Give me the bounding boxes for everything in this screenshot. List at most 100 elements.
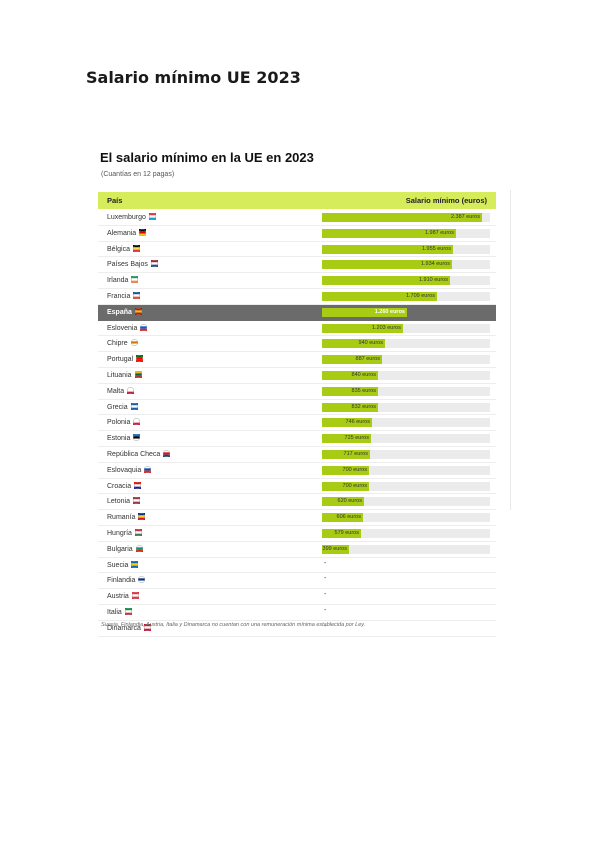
value-label: 1.910 euros: [418, 277, 448, 284]
bar-track: 700 euros: [322, 465, 490, 475]
country-label: Bélgica: [107, 244, 140, 253]
bar-track: 1.910 euros: [322, 276, 490, 286]
country-name: República Checa: [107, 450, 161, 458]
value-bar: [322, 355, 382, 365]
country-label: Irlanda: [107, 276, 139, 285]
country-label: Austria: [107, 592, 139, 600]
no-value-label: -: [324, 622, 327, 630]
table-row: Grecia 832 euros: [98, 400, 496, 416]
country-label: Bulgaria: [107, 544, 143, 553]
value-bar: [322, 276, 450, 286]
value-label: 1.709 euros: [405, 292, 435, 299]
table-row: Italia -: [98, 605, 496, 621]
table-row: Eslovaquia 700 euros: [98, 463, 496, 479]
cy-flag-icon: [130, 339, 138, 347]
hr-flag-icon: [134, 481, 142, 489]
lt-flag-icon: [134, 370, 142, 378]
country-name: Dinamarca: [107, 624, 141, 632]
bar-track: 717 euros: [322, 449, 490, 459]
bar-track: 835 euros: [322, 386, 490, 396]
value-bar: [322, 307, 407, 317]
bar-track: 1.203 euros: [322, 323, 490, 333]
value-label: 1.203 euros: [371, 324, 401, 331]
sk-flag-icon: [144, 465, 152, 473]
value-label: 399 euros: [322, 545, 347, 552]
table-row: Eslovenia 1.203 euros: [98, 321, 496, 337]
table-row: Austria -: [98, 589, 496, 605]
table-row: Dinamarca -: [98, 621, 496, 637]
bar-track: 1.987 euros: [322, 228, 490, 238]
country-name: Luxemburgo: [107, 214, 146, 221]
bar-track: 1.260 euros: [322, 307, 490, 317]
country-label: Luxemburgo: [107, 213, 156, 221]
table-rows: Luxemburgo 2.387 euros Alemania 1.987 euros…: [98, 210, 496, 637]
table-row: Malta 835 euros: [98, 384, 496, 400]
chart-subtitle: (Cuantías en 12 pagas): [101, 171, 175, 178]
value-bar: [322, 244, 453, 254]
country-name: España: [107, 308, 132, 316]
header-value: Salario mínimo (euros): [405, 196, 487, 205]
country-name: Finlandia: [107, 577, 136, 585]
table-row: Luxemburgo 2.387 euros: [98, 210, 496, 226]
no-value-label: -: [324, 591, 327, 599]
bar-track: 1.709 euros: [322, 291, 490, 301]
value-bar: [322, 339, 385, 349]
ro-flag-icon: [138, 513, 146, 521]
value-bar: [322, 465, 369, 475]
value-label: 746 euros: [345, 419, 370, 426]
country-name: Rumanía: [107, 514, 136, 522]
country-label: Suecia: [107, 560, 139, 569]
country-label: Estonia: [107, 434, 141, 442]
value-bar: [322, 449, 370, 459]
country-label: España: [107, 307, 142, 316]
value-bar: [322, 260, 452, 270]
salary-chart: El salario mínimo en la UE en 2023 (Cuan…: [98, 150, 506, 637]
country-label: Chipre: [107, 339, 138, 347]
se-flag-icon: [131, 560, 139, 568]
no-value-label: -: [324, 606, 327, 614]
dk-flag-icon: [143, 623, 151, 631]
cz-flag-icon: [163, 449, 171, 457]
table-row: Suecia -: [98, 558, 496, 574]
fi-flag-icon: [138, 576, 146, 584]
country-name: Hungría: [107, 529, 132, 537]
bar-track: 887 euros: [322, 355, 490, 365]
value-label: 700 euros: [342, 466, 367, 473]
table-row: Lituania 840 euros: [98, 368, 496, 384]
table-row: Hungría 579 euros: [98, 526, 496, 542]
bar-track: 940 euros: [322, 339, 490, 349]
bar-track: 840 euros: [322, 370, 490, 380]
table-row: Portugal 887 euros: [98, 352, 496, 368]
no-value-label: -: [324, 559, 327, 567]
bar-track: 399 euros: [322, 544, 490, 554]
country-label: Francia: [107, 291, 141, 300]
value-bar: [322, 228, 456, 238]
value-label: 940 euros: [358, 340, 383, 347]
value-label: 1.934 euros: [420, 261, 450, 268]
country-label: Eslovaquia: [107, 465, 152, 474]
country-name: Alemania: [107, 229, 137, 237]
page-divider: [510, 190, 511, 510]
value-bar: [322, 434, 371, 444]
table-row: Rumanía 606 euros: [98, 510, 496, 526]
country-name: Irlanda: [107, 277, 129, 285]
value-bar: [322, 544, 349, 554]
country-label: Hungría: [107, 528, 142, 537]
table-row: Polonia 746 euros: [98, 415, 496, 432]
value-bar: [322, 418, 372, 428]
bg-flag-icon: [135, 544, 143, 552]
value-bar: [322, 370, 378, 380]
gr-flag-icon: [130, 402, 138, 410]
table-row: Chipre 940 euros: [98, 336, 496, 353]
bar-track: 1.955 euros: [322, 244, 490, 254]
bar-track: 1.934 euros: [322, 260, 490, 270]
es-flag-icon: [134, 307, 142, 315]
country-label: República Checa: [107, 449, 171, 458]
value-label: 700 euros: [342, 482, 367, 489]
country-label: Finlandia: [107, 576, 146, 585]
table-row: Francia 1.709 euros: [98, 289, 496, 305]
hu-flag-icon: [134, 528, 142, 536]
at-flag-icon: [131, 592, 139, 600]
country-name: Portugal: [107, 356, 134, 364]
table-row: República Checa 717 euros: [98, 447, 496, 463]
